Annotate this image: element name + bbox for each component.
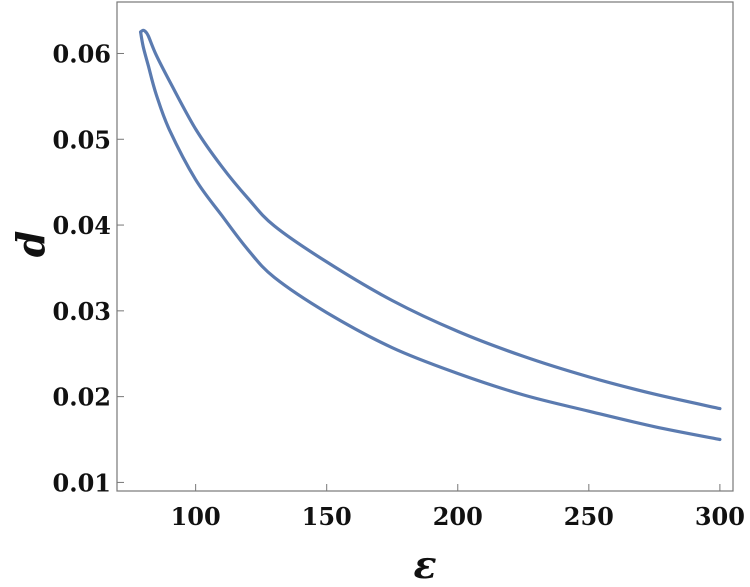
series-layer	[139, 28, 722, 442]
y-axis-title: d	[8, 231, 53, 258]
series-line-lower	[139, 30, 722, 442]
y-tick-label: 0.01	[53, 468, 111, 497]
x-tick-label: 200	[433, 502, 483, 531]
y-axis-ticks: 0.01 0.02 0.03 0.04 0.05 0.06	[53, 39, 124, 497]
x-tick-label: 250	[564, 502, 614, 531]
plot-frame	[116, 1, 734, 492]
x-tick-label: 150	[302, 502, 352, 531]
y-tick-label: 0.04	[53, 211, 111, 240]
x-axis-title: ε	[413, 542, 436, 587]
x-tick-label: 100	[171, 502, 221, 531]
y-tick-label: 0.05	[53, 125, 111, 154]
y-tick-label: 0.06	[53, 39, 111, 68]
series-line-upper	[139, 28, 722, 411]
x-tick-label: 300	[695, 502, 745, 531]
x-axis-ticks: 100 150 200 250 300	[171, 484, 745, 531]
y-tick-label: 0.02	[53, 383, 111, 412]
y-tick-label: 0.03	[53, 297, 111, 326]
